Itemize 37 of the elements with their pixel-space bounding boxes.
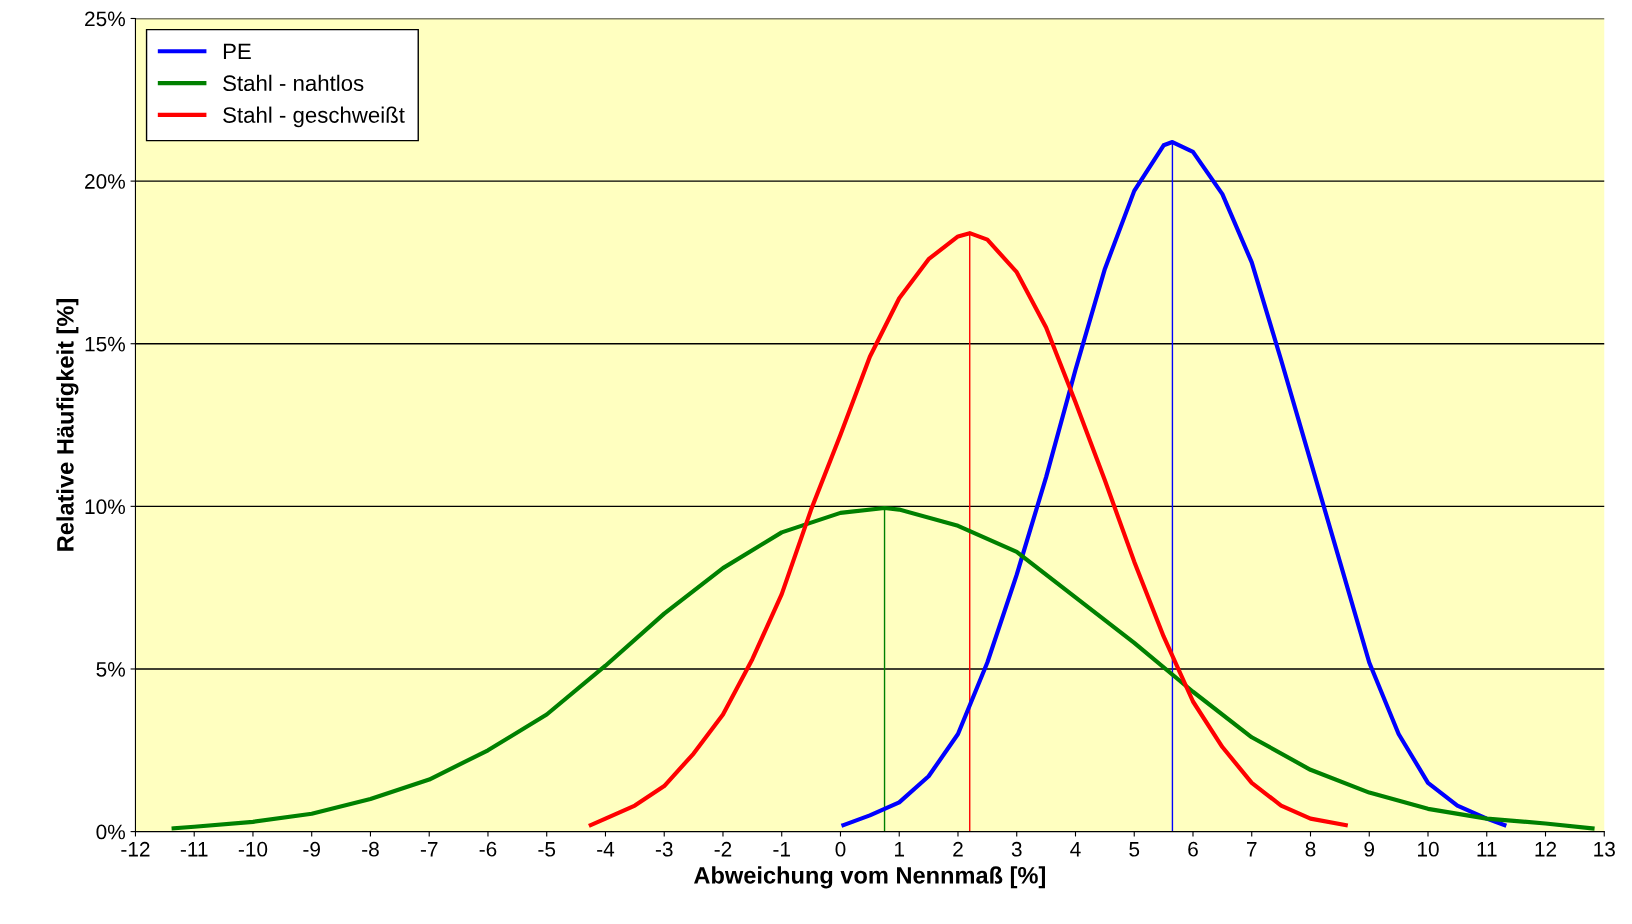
x-tick-label: 0 <box>835 841 846 857</box>
x-tick-label: 4 <box>1070 842 1081 857</box>
x-tick-label: -10 <box>238 841 268 857</box>
x-tick-label: 1 <box>895 842 905 857</box>
x-tick-label: 3 <box>1011 841 1022 857</box>
x-tick-label: 12 <box>1535 841 1557 857</box>
x-tick-label: -5 <box>538 842 556 857</box>
legend-label: PE <box>223 43 251 60</box>
legend-label: Stahl - geschweißt <box>223 106 405 128</box>
x-axis-title: Abweichung vom Nennmaß [%] <box>694 866 1045 889</box>
x-tick-label: -12 <box>121 841 150 857</box>
y-tick-label: 25% <box>85 11 125 27</box>
y-axis-title: Relative Häufigkeit [%] <box>56 299 79 551</box>
y-tick-label: 0% <box>96 824 125 840</box>
y-tick-label: 10% <box>85 499 125 515</box>
legend-label: Stahl - nahtlos <box>223 74 364 92</box>
x-tick-label: 13 <box>1594 841 1615 857</box>
x-tick-label: -1 <box>773 842 790 857</box>
x-tick-label: 2 <box>953 841 963 857</box>
x-tick-label: 6 <box>1188 841 1198 857</box>
x-tick-label: -11 <box>180 842 208 857</box>
x-tick-label: 9 <box>1364 841 1375 857</box>
x-tick-label: 8 <box>1305 841 1316 857</box>
x-tick-label: -6 <box>479 841 497 857</box>
x-tick-label: 5 <box>1129 842 1140 857</box>
x-tick-label: -3 <box>655 841 673 857</box>
x-tick-label: 7 <box>1247 842 1257 857</box>
x-tick-label: -7 <box>420 842 438 857</box>
x-tick-label: -2 <box>714 841 732 857</box>
y-tick-label: 20% <box>85 174 125 189</box>
x-tick-label: -8 <box>362 841 379 857</box>
y-tick-label: 5% <box>96 662 125 677</box>
x-tick-label: 11 <box>1477 842 1497 857</box>
x-tick-label: 10 <box>1418 841 1439 857</box>
x-tick-label: -4 <box>597 842 615 857</box>
y-tick-label: 15% <box>85 336 125 352</box>
x-tick-label: -9 <box>303 841 320 857</box>
